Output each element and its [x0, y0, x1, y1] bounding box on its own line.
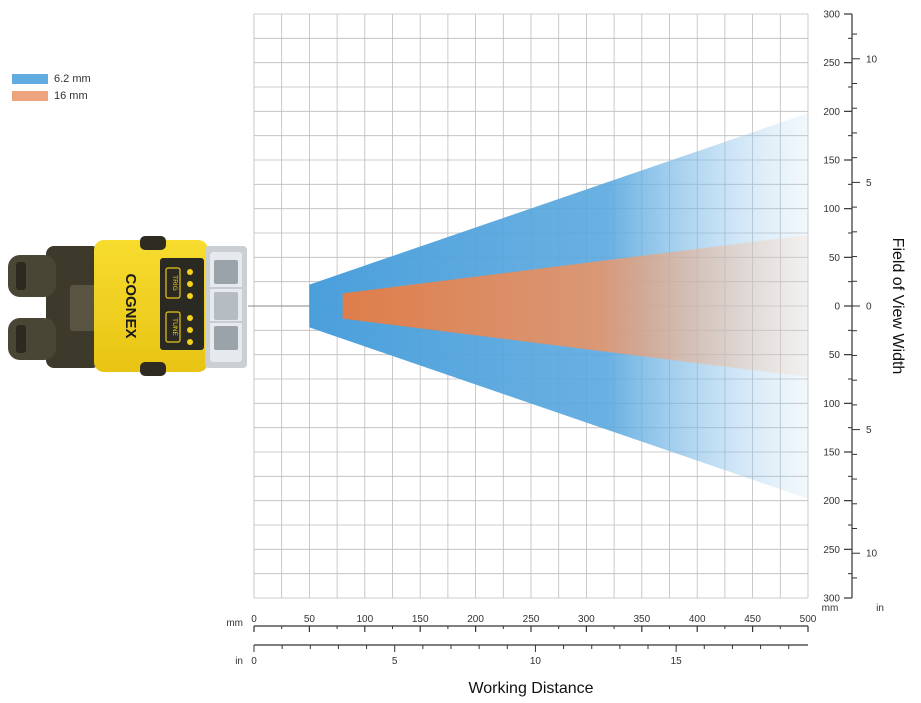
- device-tune-label: TUNE: [171, 318, 178, 336]
- x-tick-label-mm: 0: [251, 614, 257, 625]
- series-layer: [309, 113, 808, 499]
- device-trig-label: TRIG: [171, 275, 178, 291]
- y-unit-primary-label: mm: [822, 603, 839, 614]
- x-tick-label-in: 5: [392, 656, 398, 667]
- cognex-dataman-reader-icon: [8, 236, 247, 376]
- x-tick-label-mm: 450: [744, 614, 761, 625]
- legend-item-6-2mm: 6.2 mm: [12, 70, 91, 87]
- x-tick-label-mm: 50: [304, 614, 316, 625]
- legend: 6.2 mm 16 mm: [12, 70, 91, 104]
- y-tick-label-in: 5: [866, 178, 872, 189]
- y-tick-label-mm: 250: [823, 58, 840, 69]
- x-tick-label-mm: 250: [523, 614, 540, 625]
- y-tick-label-mm: 0: [834, 302, 840, 313]
- legend-swatch-6-2mm: [12, 73, 48, 84]
- y-tick-label-in: 5: [866, 425, 872, 436]
- x-tick-label-mm: 400: [689, 614, 706, 625]
- y-tick-label-in: 10: [866, 54, 878, 65]
- x-tick-label-in: 10: [530, 656, 542, 667]
- y-tick-label-mm: 150: [823, 448, 840, 459]
- y-tick-label-mm: 200: [823, 107, 840, 118]
- x-unit-primary-label: mm: [226, 618, 243, 629]
- y-tick-label-mm: 50: [829, 350, 841, 361]
- y-unit-secondary-label: in: [876, 603, 884, 614]
- x-tick-label-in: 0: [251, 656, 257, 667]
- y-tick-label-mm: 100: [823, 399, 840, 410]
- axis-layer: 3002502001501005005010015020025030010505…: [251, 10, 877, 668]
- y-tick-label-mm: 250: [823, 545, 840, 556]
- y-tick-label-in: 0: [866, 302, 872, 313]
- x-axis-title: Working Distance: [468, 680, 593, 697]
- y-tick-label-mm: 200: [823, 496, 840, 507]
- legend-label-6-2mm: 6.2 mm: [54, 72, 91, 85]
- y-tick-label-in: 10: [866, 549, 878, 560]
- legend-swatch-16mm: [12, 90, 48, 101]
- x-tick-label-mm: 150: [412, 614, 429, 625]
- y-tick-label-mm: 300: [823, 594, 840, 605]
- x-tick-label-in: 15: [671, 656, 683, 667]
- fov-area-16-mm: [342, 234, 808, 378]
- legend-item-16mm: 16 mm: [12, 87, 91, 104]
- x-tick-label-mm: 200: [467, 614, 484, 625]
- y-tick-label-mm: 150: [823, 156, 840, 167]
- legend-label-16mm: 16 mm: [54, 89, 88, 102]
- x-tick-label-mm: 350: [633, 614, 650, 625]
- x-tick-label-mm: 100: [356, 614, 373, 625]
- device-brand-text: COGNEX: [122, 273, 139, 338]
- x-tick-label-mm: 300: [578, 614, 595, 625]
- y-tick-label-mm: 300: [823, 10, 840, 21]
- x-tick-label-mm: 500: [800, 614, 817, 625]
- y-tick-label-mm: 50: [829, 253, 841, 264]
- x-unit-secondary-label: in: [235, 656, 243, 667]
- y-tick-label-mm: 100: [823, 204, 840, 215]
- y-axis-title: Field of View Width: [889, 238, 906, 375]
